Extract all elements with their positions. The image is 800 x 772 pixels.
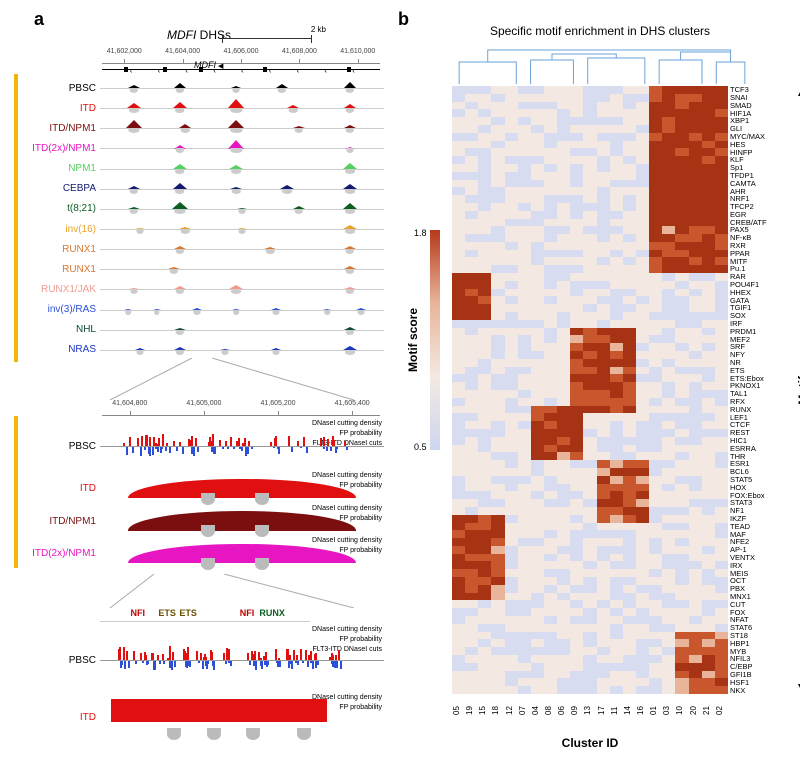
- motif-axis-arrow: Motif: [796, 86, 800, 694]
- panel-a-title: MDFI DHSs: [14, 28, 384, 42]
- dendrogram: [452, 44, 752, 84]
- track-row: inv(3)/RAS: [14, 300, 384, 320]
- track-row: NPM1: [14, 159, 384, 179]
- track-row: ITD: [14, 98, 384, 118]
- zoom-track: ITD(2x)/NPM1DNaseI cutting densityFP pro…: [14, 537, 384, 570]
- track-row: PBSC: [14, 78, 384, 98]
- heatmap-grid: [452, 86, 728, 694]
- col-labels: 0519151812070408060913171114160103102021…: [452, 696, 728, 726]
- panel-a-bottom-zoom: NFIETSETSNFIRUNX PBSCDNaseI cutting dens…: [14, 608, 384, 740]
- mid-ruler: 41,604,80041,605,00041,605,20041,605,400: [102, 402, 380, 416]
- track-row: ITD(2x)/NPM1: [14, 138, 384, 158]
- zoom-connector-2: [14, 574, 384, 608]
- genome-ruler: 41,602,00041,604,00041,606,00041,608,000…: [102, 50, 380, 64]
- track-row: RUNX1/JAK: [14, 279, 384, 299]
- track-row: inv(16): [14, 219, 384, 239]
- panel-a-label: a: [34, 9, 44, 30]
- colorbar: Motif score 1.8 0.5: [414, 230, 444, 450]
- panel-a-genome-tracks: MDFI DHSs 2 kb 41,602,00041,604,00041,60…: [14, 40, 384, 360]
- track-row: NHL: [14, 320, 384, 340]
- bottom-zoom-track: ITDDNaseI cutting densityFP probability: [14, 694, 384, 740]
- row-labels: TCF3SNAISMADHIF1AXBP1GLIMYC/MAXHESHINFPK…: [730, 86, 792, 694]
- panel-b-heatmap: Specific motif enrichment in DHS cluster…: [408, 30, 792, 750]
- gene-model: ‹‹‹‹‹‹‹‹‹: [102, 66, 380, 74]
- track-row: CEBPA: [14, 179, 384, 199]
- bottom-zoom-track: PBSCDNaseI cutting densityFP probability…: [14, 626, 384, 694]
- track-stack: PBSCITDITD/NPM1ITD(2x)/NPM1NPM1CEBPAt(8;…: [14, 78, 384, 360]
- highlight-box: [14, 74, 18, 362]
- panel-b-title: Specific motif enrichment in DHS cluster…: [408, 24, 792, 38]
- track-row: NRAS: [14, 340, 384, 360]
- zoom-track: ITDDNaseI cutting densityFP probability: [14, 472, 384, 505]
- track-row: RUNX1: [14, 259, 384, 279]
- track-row: t(8;21): [14, 199, 384, 219]
- panel-a-mid-zoom: 41,604,80041,605,00041,605,20041,605,400…: [14, 400, 384, 570]
- zoom-track: ITD/NPM1DNaseI cutting densityFP probabi…: [14, 505, 384, 538]
- xaxis-title: Cluster ID: [452, 736, 728, 750]
- track-row: RUNX1: [14, 239, 384, 259]
- zoom-track: PBSCDNaseI cutting densityFP probability…: [14, 420, 384, 472]
- zoom-connector-1: [14, 358, 384, 400]
- track-row: ITD/NPM1: [14, 118, 384, 138]
